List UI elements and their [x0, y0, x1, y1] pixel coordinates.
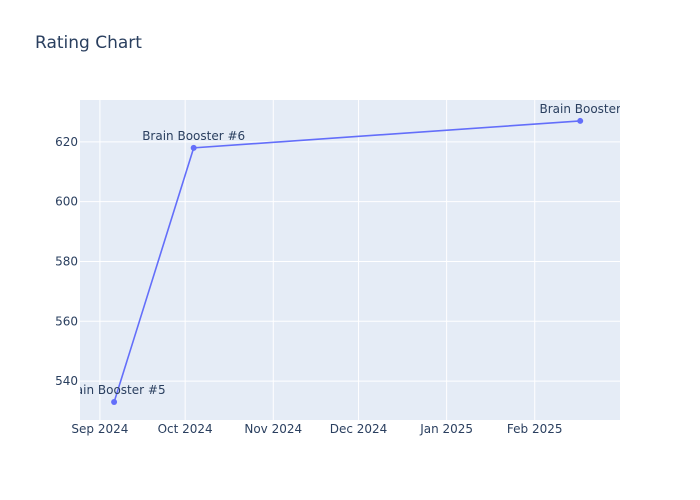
- plot-area: [80, 100, 620, 420]
- y-tick-label: 580: [55, 254, 78, 268]
- x-tick-label: Sep 2024: [71, 422, 128, 436]
- y-tick-label: 600: [55, 195, 78, 209]
- x-tick-label: Dec 2024: [330, 422, 388, 436]
- x-tick-label: Jan 2025: [419, 422, 473, 436]
- y-tick-label: 540: [55, 374, 78, 388]
- x-tick-label: Nov 2024: [244, 422, 302, 436]
- y-tick-label: 560: [55, 314, 78, 328]
- chart-title: Rating Chart: [35, 33, 142, 53]
- data-point-label: Brain Booster #5: [63, 383, 166, 397]
- data-point: [190, 144, 197, 151]
- y-tick-label: 620: [55, 135, 78, 149]
- x-tick-label: Feb 2025: [507, 422, 563, 436]
- data-point-label: Brain Booster: [539, 102, 621, 116]
- data-point-label: Brain Booster #6: [142, 129, 245, 143]
- data-point: [577, 117, 584, 124]
- data-point: [111, 399, 118, 406]
- x-tick-label: Oct 2024: [158, 422, 213, 436]
